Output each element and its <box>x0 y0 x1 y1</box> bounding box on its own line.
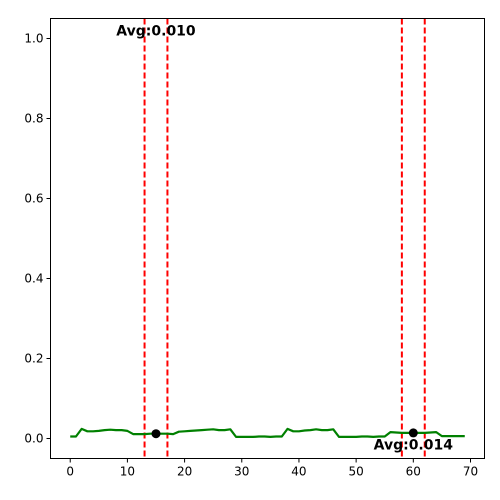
y-tick-label: 1.0 <box>24 32 43 46</box>
y-tick-label: 0.4 <box>24 272 43 286</box>
x-tick-label: 70 <box>463 465 478 479</box>
avg-annotation-1: Avg:0.014 <box>374 438 454 454</box>
x-tick-label: 10 <box>120 465 135 479</box>
x-tick-label: 0 <box>66 465 74 479</box>
y-axis: 0.0 0.2 0.4 0.6 0.8 1.0 <box>24 32 51 446</box>
y-tick-label: 0.2 <box>24 352 43 366</box>
x-tick-label: 40 <box>291 465 306 479</box>
y-tick-label: 0.6 <box>24 192 43 206</box>
x-axis: 0 10 20 30 40 50 60 70 <box>66 458 478 479</box>
x-tick-label: 50 <box>348 465 363 479</box>
avg-marker-0 <box>151 429 161 439</box>
x-tick-label: 20 <box>177 465 192 479</box>
plot-area: Avg:0.010 Avg:0.014 <box>70 18 465 459</box>
x-tick-label: 60 <box>406 465 421 479</box>
plot-frame <box>50 18 485 459</box>
avg-marker-1 <box>408 428 418 438</box>
y-tick-label: 0.8 <box>24 112 43 126</box>
avg-annotation-0: Avg:0.010 <box>116 24 196 40</box>
series-line-0 <box>70 427 465 438</box>
x-tick-label: 30 <box>234 465 249 479</box>
y-tick-label: 0.0 <box>24 432 43 446</box>
